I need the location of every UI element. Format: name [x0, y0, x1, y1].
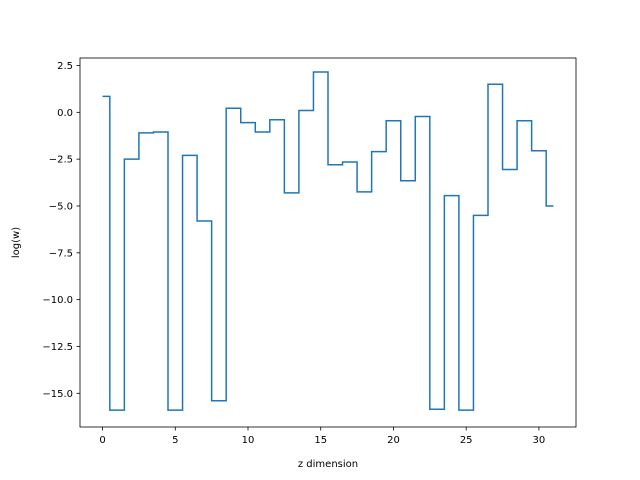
- y-tick-label: 0.0: [57, 108, 73, 119]
- x-tick-label: 5: [172, 435, 178, 446]
- y-tick-label: −5.0: [49, 201, 73, 212]
- y-tick-label: −2.5: [49, 155, 73, 166]
- y-tick-label: 2.5: [57, 61, 73, 72]
- series-layer: [102, 71, 554, 411]
- y-tick-label: −10.0: [42, 295, 73, 306]
- x-axis-ticks: 0 5 10 15 20 25 30: [99, 427, 545, 446]
- y-tick-label: −12.5: [42, 342, 73, 353]
- x-tick-label: 0: [99, 435, 105, 446]
- x-axis-label: z dimension: [298, 459, 358, 470]
- y-axis-label: log(w): [11, 227, 22, 258]
- x-tick-label: 10: [242, 435, 255, 446]
- x-tick-label: 25: [460, 435, 473, 446]
- y-tick-label: −15.0: [42, 389, 73, 400]
- x-tick-label: 30: [533, 435, 546, 446]
- series-line: [102, 71, 554, 411]
- y-tick-label: −7.5: [49, 248, 73, 259]
- plot-frame: [79, 57, 577, 428]
- x-tick-label: 20: [387, 435, 400, 446]
- y-axis-ticks: 2.5 0.0 −2.5 −5.0 −7.5 −10.0 −12.5 −15.0: [42, 61, 80, 400]
- x-tick-label: 15: [314, 435, 327, 446]
